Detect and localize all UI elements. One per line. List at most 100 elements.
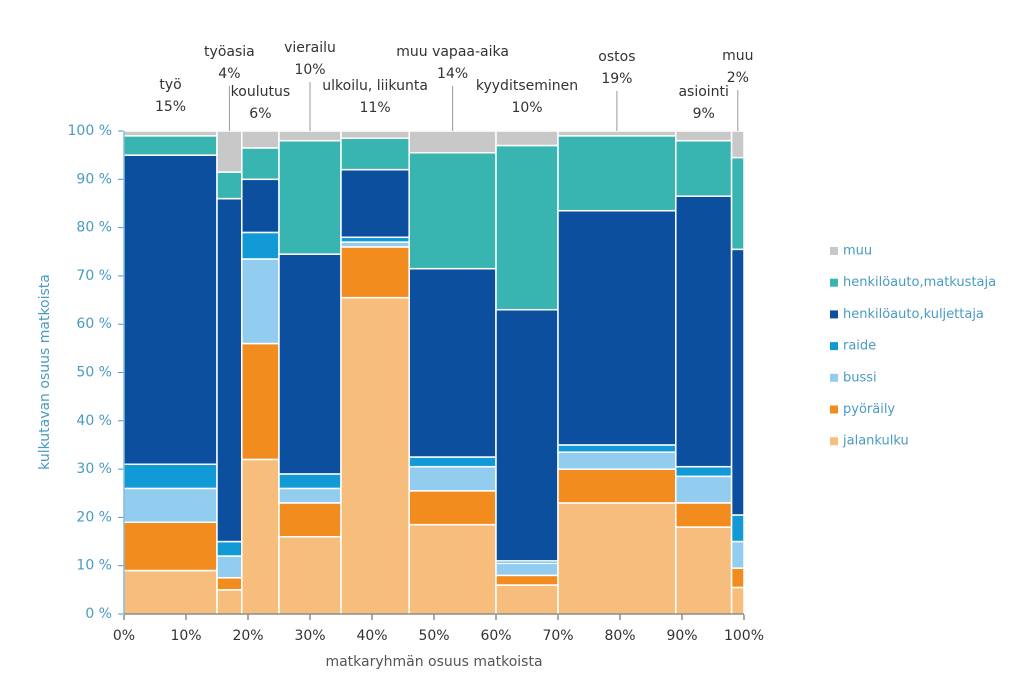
x-tick-label: 40% [356, 628, 387, 644]
y-tick-label: 90 % [76, 171, 112, 187]
segment [241, 258, 280, 345]
width-label: 6% [249, 106, 271, 122]
segment [340, 246, 410, 299]
segment [216, 540, 243, 557]
category-label: ulkoilu, liikunta [322, 78, 428, 94]
segment [408, 465, 497, 492]
segment [557, 130, 677, 137]
y-tick-label: 0 % [85, 606, 112, 622]
segment [495, 562, 559, 577]
segment [123, 463, 218, 490]
x-tick-label: 100% [724, 628, 764, 644]
segment [123, 154, 218, 466]
segment [278, 502, 342, 538]
segment [675, 502, 733, 528]
segment [408, 151, 497, 270]
y-axis-label: kulkutavan osuus matkoista [37, 274, 53, 470]
segment [557, 135, 677, 212]
legend-swatch [830, 405, 838, 414]
segment [675, 475, 733, 504]
segment [675, 130, 733, 142]
segment [340, 296, 410, 615]
legend-label: muu [843, 244, 872, 259]
width-label: 15% [155, 99, 186, 115]
legend-label: raide [843, 339, 876, 354]
segment [408, 456, 497, 468]
y-tick-label: 100 % [68, 123, 112, 139]
segment [216, 130, 243, 173]
segment [340, 130, 410, 139]
segment [675, 195, 733, 468]
x-tick-label: 10% [170, 628, 201, 644]
segment [216, 577, 243, 591]
segment [216, 197, 243, 543]
segment [241, 342, 280, 461]
segment [123, 521, 218, 572]
segment [730, 586, 745, 615]
x-axis-label: matkaryhmän osuus matkoista [325, 654, 542, 670]
segment [278, 130, 342, 142]
category-label: koulutus [231, 84, 290, 100]
category-label: kyyditseminen [476, 78, 578, 94]
legend-label: jalankulku [842, 434, 909, 449]
category-label: muu [722, 48, 753, 64]
segment [730, 248, 745, 516]
y-tick-label: 70 % [76, 268, 112, 284]
x-tick-label: 60% [480, 628, 511, 644]
segment [241, 458, 280, 615]
category-label: ostos [598, 49, 635, 65]
segment [730, 567, 745, 589]
segment [730, 514, 745, 543]
x-tick-label: 0% [113, 628, 135, 644]
segment [408, 130, 497, 154]
legend-swatch [830, 247, 838, 255]
segment [241, 147, 280, 181]
width-label: 2% [727, 70, 749, 86]
segment [278, 253, 342, 475]
segment [495, 130, 559, 147]
y-tick-label: 20 % [76, 509, 112, 525]
width-label: 4% [218, 66, 240, 82]
category-label: vierailu [284, 40, 336, 56]
segment [216, 555, 243, 579]
category-label: työ [159, 77, 181, 93]
category-label: muu vapaa-aika [396, 44, 509, 60]
category-label: asiointi [678, 84, 728, 100]
x-tick-label: 80% [604, 628, 635, 644]
legend-swatch [830, 342, 838, 351]
segment [557, 209, 677, 446]
y-tick-label: 10 % [76, 558, 112, 574]
segment [123, 135, 218, 156]
x-tick-label: 20% [232, 628, 263, 644]
segment [557, 502, 677, 615]
legend-swatch [830, 437, 838, 446]
segment [408, 523, 497, 615]
y-tick-label: 50 % [76, 365, 112, 381]
segment [495, 574, 559, 586]
x-tick-label: 90% [666, 628, 697, 644]
y-tick-label: 40 % [76, 413, 112, 429]
segment [675, 465, 733, 478]
width-label: 14% [437, 66, 468, 82]
legend-label: henkilöauto,matkustaja [843, 275, 996, 290]
segment [495, 144, 559, 311]
segment [675, 139, 733, 197]
segment [408, 490, 497, 526]
legend-swatch [830, 310, 838, 319]
segment [557, 444, 677, 453]
segment [557, 451, 677, 470]
segment [241, 231, 280, 260]
segment [730, 130, 745, 159]
x-tick-label: 70% [542, 628, 573, 644]
segment [730, 540, 745, 569]
segment [278, 487, 342, 504]
segment [340, 137, 410, 171]
legend-label: bussi [843, 370, 877, 385]
segment [278, 139, 342, 255]
segment [241, 178, 280, 234]
segment [557, 468, 677, 504]
category-label: työasia [204, 44, 255, 60]
y-tick-label: 80 % [76, 220, 112, 236]
segment [216, 171, 243, 200]
